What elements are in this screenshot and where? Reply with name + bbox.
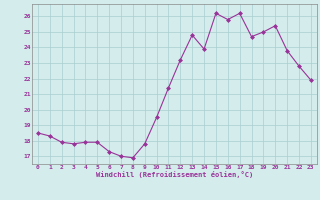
X-axis label: Windchill (Refroidissement éolien,°C): Windchill (Refroidissement éolien,°C)	[96, 171, 253, 178]
